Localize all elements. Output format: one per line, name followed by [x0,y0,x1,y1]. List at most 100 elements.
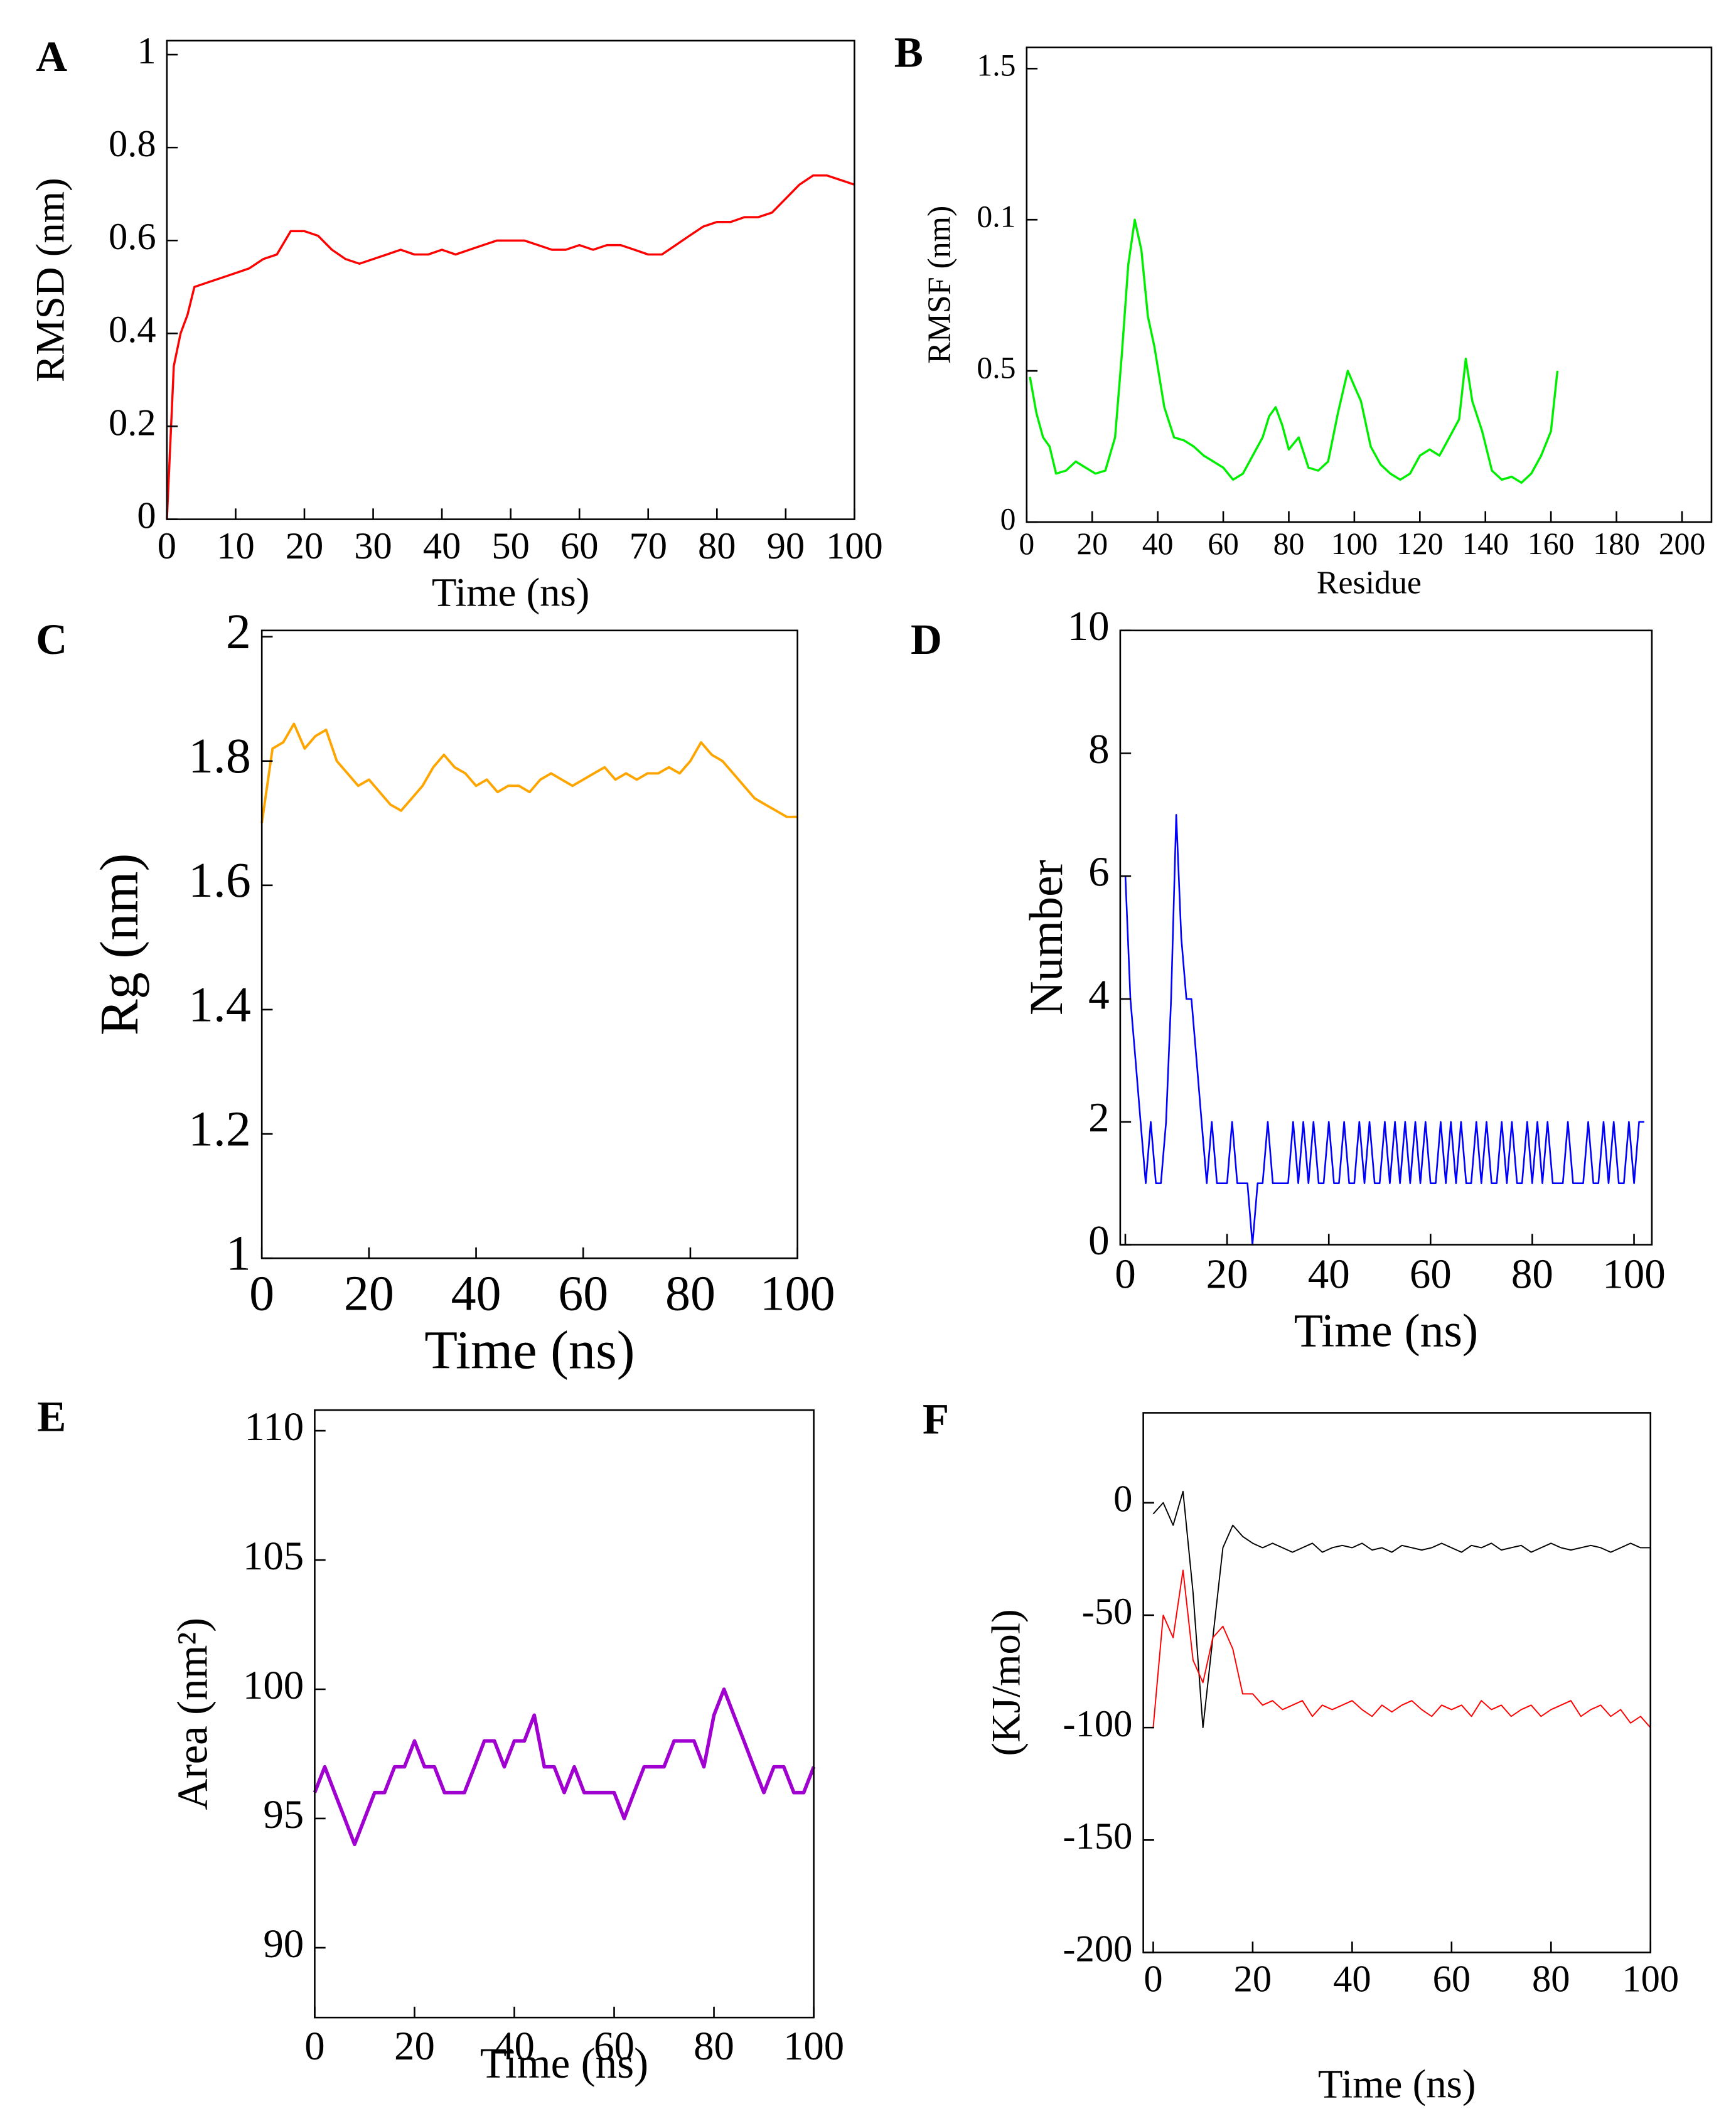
x-tick-label: 80 [694,2024,734,2069]
x-tick-label: 40 [1308,1251,1350,1297]
x-tick-label: 60 [1208,526,1239,561]
y-tick-label: 1 [137,30,156,72]
y-tick-label: 6 [1088,849,1109,895]
x-tick-label: 80 [1532,1958,1570,2000]
x-tick-label: 200 [1659,526,1706,561]
x-tick-label: 0 [1144,1958,1162,2000]
y-tick-label: 95 [263,1792,304,1837]
x-tick-label: 60 [594,2024,635,2069]
y-tick-label: -50 [1082,1591,1133,1633]
x-tick-label: 100 [826,525,883,567]
y-tick-label: 0 [1088,1217,1109,1264]
x-tick-label: 100 [1622,1958,1679,2000]
x-tick-label: 0 [249,1266,274,1321]
y-tick-label: 105 [243,1534,304,1579]
y-tick-label: 2 [226,604,251,660]
plot-frame [260,629,798,1259]
data-line [1124,814,1644,1246]
data-line [1152,1569,1651,1728]
x-tick-label: 60 [558,1266,608,1321]
x-tick-label: 50 [491,525,530,567]
plot-frame [1026,46,1713,523]
y-tick-label: -150 [1063,1815,1132,1857]
panel-label: D [911,615,942,663]
x-tick-label: 40 [423,525,461,567]
y-tick-label: 100 [243,1663,304,1708]
plot-frame [314,1409,815,2019]
x-tick-label: 20 [286,525,323,567]
x-tick-label: 70 [629,525,667,567]
y-tick-label: 0.6 [109,216,156,258]
x-axis-label: Time (ns) [1294,1305,1478,1357]
y-tick-label: 1.4 [188,977,251,1032]
y-tick-label: 1.6 [188,853,251,908]
x-tick-label: 40 [451,1266,501,1321]
x-tick-label: 60 [1410,1251,1452,1297]
x-tick-label: 100 [1331,526,1378,561]
x-tick-label: 90 [767,525,805,567]
x-tick-label: 80 [665,1266,715,1321]
x-axis-label: Residue [1317,565,1422,601]
y-axis-label: Area (nm²) [168,1618,216,1810]
x-tick-label: 180 [1593,526,1640,561]
y-tick-label: 0.1 [977,200,1015,234]
x-tick-label: 20 [1234,1958,1272,2000]
data-line [313,1687,816,1847]
y-tick-label: 1.2 [188,1101,251,1156]
x-tick-label: 100 [783,2024,844,2069]
y-tick-label: 110 [244,1404,304,1450]
x-tick-label: 20 [1206,1251,1248,1297]
y-tick-label: 4 [1088,971,1109,1018]
y-tick-label: 0.4 [109,309,156,351]
x-tick-label: 40 [1333,1958,1371,2000]
x-tick-label: 80 [698,525,736,567]
panel-label: E [37,1392,66,1440]
y-tick-label: 1.5 [977,48,1015,83]
x-tick-label: 0 [1019,526,1034,561]
x-tick-label: 10 [217,525,255,567]
x-axis-label: Time (ns) [424,1320,635,1381]
y-axis-label: Number [1021,860,1073,1015]
plot-frame [1119,629,1653,1246]
x-tick-label: 20 [344,1266,394,1321]
x-tick-label: 100 [1602,1251,1665,1297]
panel-label: F [923,1395,949,1443]
x-tick-label: 100 [760,1266,835,1321]
x-tick-label: 140 [1462,526,1509,561]
x-tick-label: 20 [1076,526,1108,561]
x-axis-label: Time (ns) [1318,2061,1476,2107]
y-tick-label: 0.8 [109,123,156,165]
y-tick-label: 0 [1000,501,1016,536]
x-tick-label: 120 [1396,526,1444,561]
x-tick-label: 60 [560,525,599,567]
y-axis-label: RMSF (nm) [922,206,958,364]
y-tick-label: 2 [1088,1094,1109,1141]
y-tick-label: 0 [137,494,156,537]
panel-label: B [894,28,923,77]
x-tick-label: 40 [494,2024,535,2069]
x-tick-label: 160 [1528,526,1575,561]
x-axis-label: Time (ns) [480,2039,648,2087]
y-tick-label: 0.2 [109,402,156,444]
y-tick-label: 90 [263,1921,304,1967]
x-tick-label: 30 [354,525,392,567]
y-tick-label: 10 [1068,603,1110,649]
x-tick-label: 0 [158,525,176,567]
x-tick-label: 80 [1273,526,1305,561]
plot-frame [1142,1412,1652,1953]
y-tick-label: 0.5 [977,350,1015,385]
y-tick-label: -200 [1063,1928,1132,1970]
data-line [166,174,855,520]
data-line [1152,1490,1651,1729]
y-tick-label: 8 [1088,726,1109,772]
x-tick-label: 20 [394,2024,435,2069]
x-tick-label: 40 [1142,526,1174,561]
data-line [260,722,798,824]
y-axis-label: (KJ/mol) [984,1609,1029,1756]
x-tick-label: 80 [1511,1251,1553,1297]
y-tick-label: -100 [1063,1703,1132,1745]
panel-label: A [36,32,67,80]
x-axis-label: Time (ns) [432,570,590,616]
